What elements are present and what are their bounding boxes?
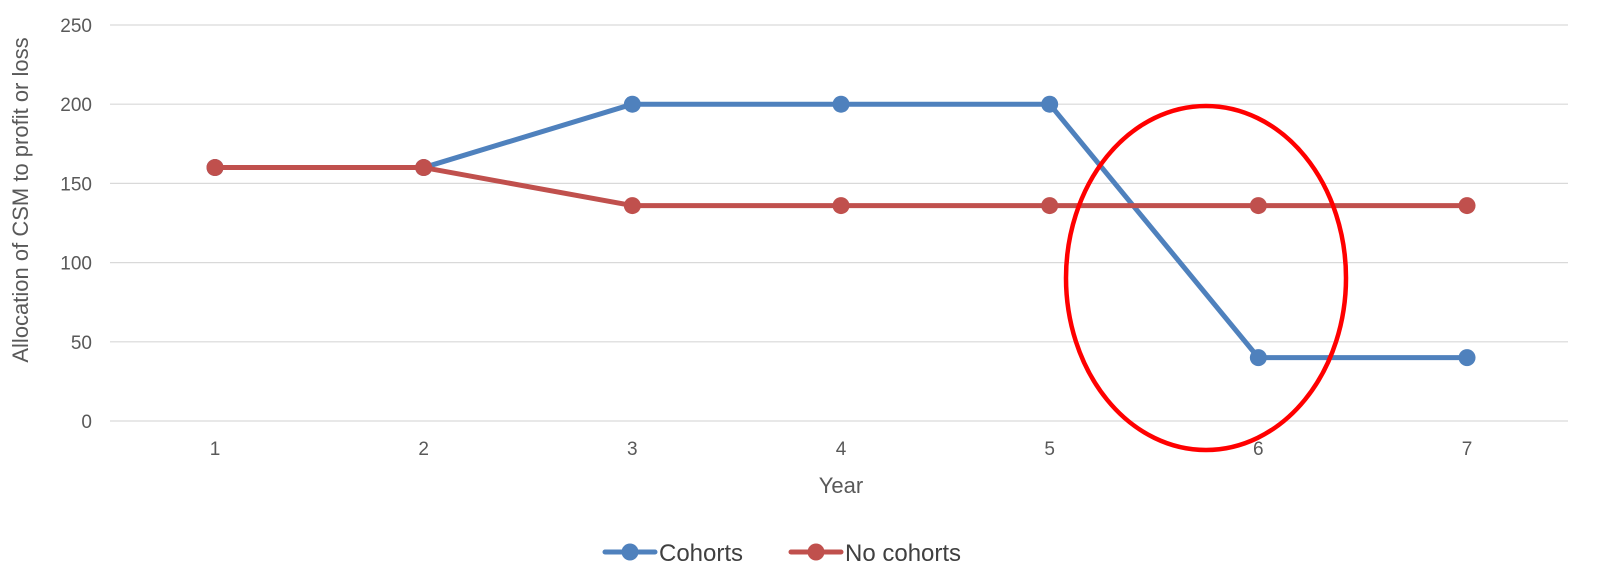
x-tick-label-2: 2 bbox=[418, 439, 429, 460]
data-point-cohorts-7 bbox=[1458, 349, 1476, 367]
gridlines bbox=[110, 24, 1568, 422]
x-tick-label-5: 5 bbox=[1044, 439, 1055, 460]
y-axis-title: Allocation of CSM to profit or loss bbox=[8, 37, 33, 362]
data-point-no-cohorts-2 bbox=[415, 159, 433, 177]
legend-item-no-cohorts: No cohorts bbox=[788, 540, 961, 567]
data-point-no-cohorts-5 bbox=[1041, 197, 1059, 215]
y-tick-label-0: 0 bbox=[81, 412, 92, 433]
x-tick-label-7: 7 bbox=[1462, 439, 1473, 460]
data-point-cohorts-6 bbox=[1249, 349, 1267, 367]
data-point-no-cohorts-3 bbox=[623, 197, 641, 215]
highlight-ellipse bbox=[1063, 103, 1349, 453]
legend-swatch-marker-no-cohorts bbox=[807, 543, 825, 561]
y-tick-label-250: 250 bbox=[60, 16, 92, 37]
data-point-cohorts-3 bbox=[623, 95, 641, 113]
legend-label-no-cohorts: No cohorts bbox=[845, 540, 961, 567]
series-lines bbox=[206, 95, 1476, 367]
legend-item-cohorts: Cohorts bbox=[602, 540, 743, 567]
y-axis-ticks: 0 50 100 150 200 250 bbox=[60, 16, 92, 433]
data-point-cohorts-5 bbox=[1041, 95, 1059, 113]
x-axis-title: Year bbox=[819, 473, 863, 498]
data-point-no-cohorts-7 bbox=[1458, 197, 1476, 215]
y-tick-label-50: 50 bbox=[71, 333, 92, 354]
data-point-no-cohorts-4 bbox=[832, 197, 850, 215]
x-tick-label-1: 1 bbox=[210, 439, 221, 460]
annotation bbox=[1063, 103, 1349, 453]
data-point-cohorts-4 bbox=[832, 95, 850, 113]
x-tick-label-4: 4 bbox=[836, 439, 847, 460]
y-tick-label-100: 100 bbox=[60, 254, 92, 275]
data-point-no-cohorts-6 bbox=[1249, 197, 1267, 215]
x-tick-label-6: 6 bbox=[1253, 439, 1264, 460]
legend-swatch-marker-cohorts bbox=[621, 543, 639, 561]
legend: Cohorts No cohorts bbox=[602, 540, 961, 567]
series-no-cohorts bbox=[206, 159, 1476, 215]
x-axis-ticks: 1 2 3 4 5 6 7 bbox=[210, 439, 1473, 460]
x-tick-label-3: 3 bbox=[627, 439, 638, 460]
series-line-cohorts bbox=[212, 101, 1470, 361]
y-tick-label-200: 200 bbox=[60, 95, 92, 116]
legend-label-cohorts: Cohorts bbox=[659, 540, 743, 567]
data-point-no-cohorts-1 bbox=[206, 159, 224, 177]
y-tick-label-150: 150 bbox=[60, 174, 92, 195]
